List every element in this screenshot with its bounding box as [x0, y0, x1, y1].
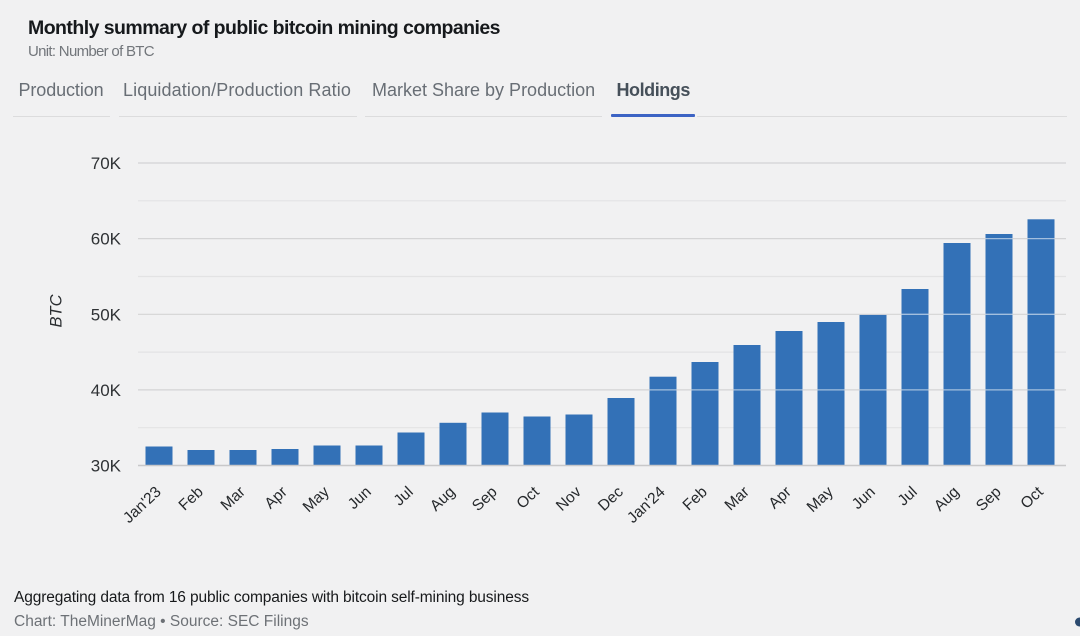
svg-text:Feb: Feb: [680, 483, 711, 514]
svg-text:Mar: Mar: [722, 483, 753, 514]
svg-text:May: May: [804, 483, 837, 516]
svg-text:Dec: Dec: [595, 483, 627, 514]
svg-text:May: May: [300, 483, 333, 516]
svg-text:50K: 50K: [91, 305, 122, 324]
svg-text:Aug: Aug: [931, 483, 963, 514]
svg-text:Jan'23: Jan'23: [120, 483, 165, 526]
svg-text:BTC: BTC: [48, 294, 66, 327]
svg-text:70K: 70K: [91, 154, 122, 173]
svg-text:Aug: Aug: [427, 483, 459, 514]
svg-text:Nov: Nov: [553, 483, 585, 514]
svg-text:60K: 60K: [91, 230, 122, 249]
svg-text:Oct: Oct: [1017, 483, 1047, 512]
svg-text:Mar: Mar: [218, 483, 249, 514]
svg-text:40K: 40K: [91, 381, 122, 400]
svg-text:Sep: Sep: [469, 483, 501, 514]
svg-text:Jan'24: Jan'24: [624, 483, 669, 527]
svg-text:Apr: Apr: [765, 483, 794, 512]
svg-text:Feb: Feb: [176, 483, 207, 514]
svg-text:Jul: Jul: [895, 483, 921, 509]
svg-text:Jun: Jun: [345, 483, 375, 512]
svg-text:30K: 30K: [91, 457, 122, 476]
svg-text:Jul: Jul: [391, 483, 417, 509]
svg-text:Sep: Sep: [973, 483, 1005, 514]
svg-text:Oct: Oct: [513, 483, 543, 512]
svg-text:Jun: Jun: [849, 483, 879, 512]
svg-text:Apr: Apr: [261, 483, 290, 512]
